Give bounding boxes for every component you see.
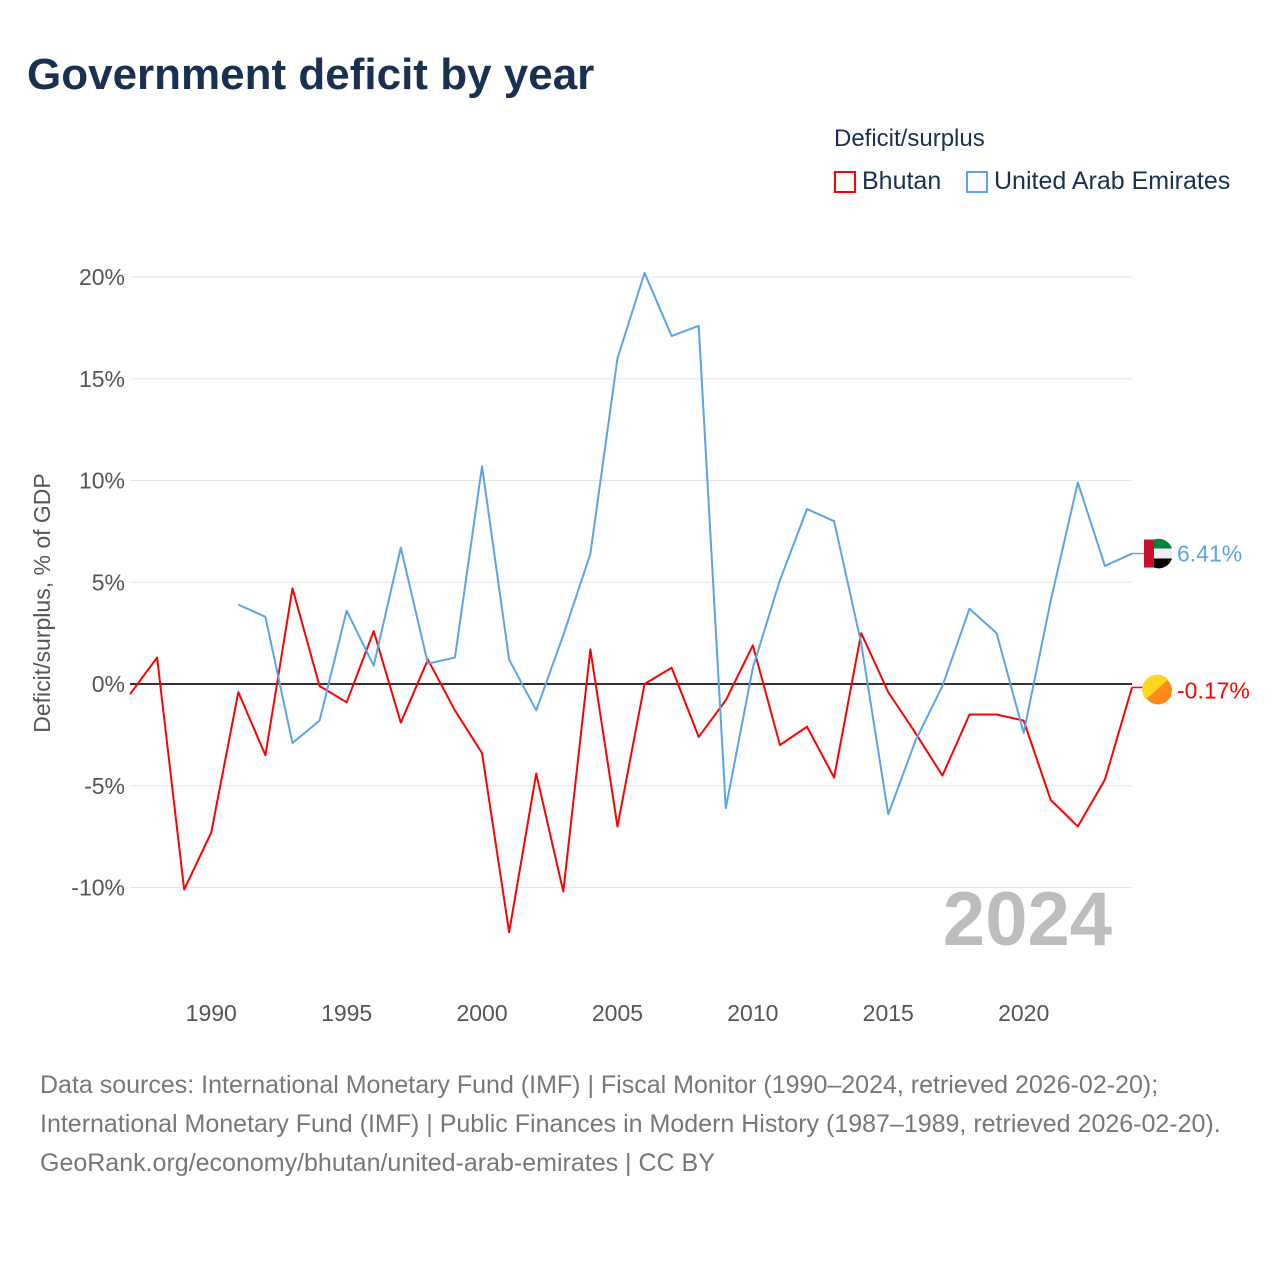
x-tick-label: 1990 [186, 1000, 237, 1026]
year-watermark: 2024 [943, 877, 1112, 962]
y-tick-label: -10% [71, 875, 125, 901]
uae-flag-black [1154, 558, 1172, 569]
end-value-label: -0.17% [1177, 677, 1250, 703]
sources: Data sources: International Monetary Fun… [40, 1066, 1240, 1183]
y-axis-label: Deficit/surplus, % of GDP [29, 473, 55, 732]
x-tick-label: 1995 [321, 1000, 372, 1026]
end-value-label: 6.41% [1177, 541, 1242, 567]
y-tick-label: 15% [79, 366, 125, 392]
legend-label-bhutan: Bhutan [862, 167, 942, 195]
x-tick-label: 2015 [863, 1000, 914, 1026]
legend-label-uae: United Arab Emirates [994, 167, 1231, 195]
source-link[interactable]: GeoRank.org/economy/bhutan/united-arab-e… [40, 1149, 715, 1177]
legend-item-uae[interactable]: United Arab Emirates [966, 167, 1230, 196]
series-line-uae [237, 271, 1133, 816]
y-tick-label: 10% [79, 468, 125, 494]
legend-title: Deficit/surplus [834, 125, 985, 152]
sources-text: Data sources: International Monetary Fun… [40, 1071, 1221, 1138]
x-tick-label: 2005 [592, 1000, 643, 1026]
y-tick-label: 5% [92, 569, 125, 595]
bhutan-flag-yellow [1142, 674, 1168, 700]
uae-flag-red [1144, 539, 1154, 568]
y-tick-label: 0% [92, 671, 125, 697]
uae-flag-green [1154, 538, 1172, 549]
y-tick-label: 20% [79, 264, 125, 290]
x-tick-label: 2000 [456, 1000, 507, 1026]
y-tick-label: -5% [84, 773, 125, 799]
x-tick-label: 2020 [998, 1000, 1049, 1026]
legend-swatch-uae [966, 170, 988, 193]
legend-item-bhutan[interactable]: Bhutan [834, 167, 941, 196]
series-line-bhutan [129, 587, 1133, 934]
legend-swatch-bhutan [834, 170, 856, 193]
line-chart: -10% -5% 0% 5% 10% 15% 20% 1990 1995 2000 2005 2010… [29, 264, 1250, 1026]
chart-title: Government deficit by year [27, 50, 595, 99]
x-tick-label: 2010 [727, 1000, 778, 1026]
